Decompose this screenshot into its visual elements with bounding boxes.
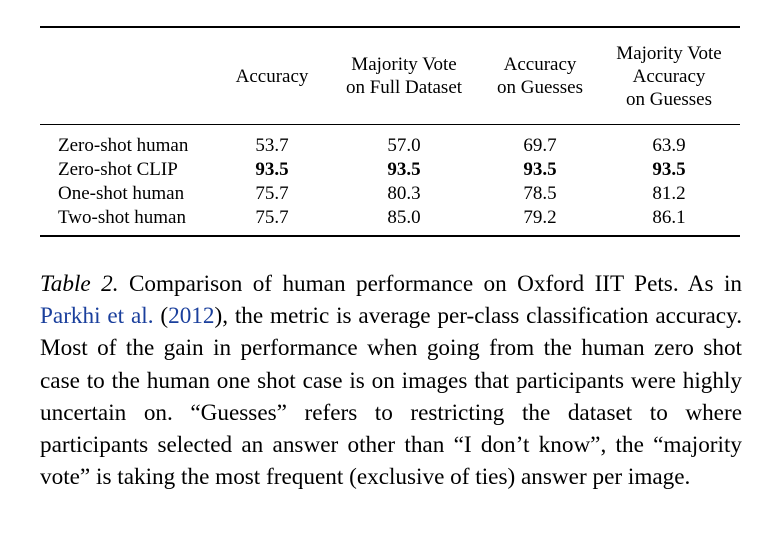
row-label: Two-shot human [58, 206, 186, 228]
header-cell-majority-vote-full: Majority Vote on Full Dataset [326, 27, 482, 125]
cell-value-bold: 93.5 [652, 158, 686, 180]
cell-value: 86.1 [652, 206, 686, 228]
header-majority-vote-full-dataset: Majority Vote on Full Dataset [345, 54, 463, 98]
cell-value: 63.9 [652, 134, 686, 156]
header-cell-accuracy-guesses: Accuracy on Guesses [482, 27, 598, 125]
header-cell-empty [40, 27, 218, 125]
cell-value: 53.7 [255, 134, 289, 156]
header-accuracy: Accuracy [235, 65, 309, 87]
table-header-row: Accuracy Majority Vote on Full Dataset A… [40, 27, 740, 125]
cell-value: 69.7 [523, 134, 557, 156]
cell-value: 79.2 [523, 206, 557, 228]
cell-value: 75.7 [255, 182, 289, 204]
table-body: Zero-shot human 53.7 57.0 69.7 63.9 Zero… [40, 124, 740, 236]
row-label: Zero-shot CLIP [58, 158, 178, 180]
cell-value: 78.5 [523, 182, 557, 204]
row-label: One-shot human [58, 182, 185, 204]
results-table: Accuracy Majority Vote on Full Dataset A… [40, 26, 740, 237]
citation-year-link[interactable]: 2012 [168, 303, 215, 330]
row-label: Zero-shot human [58, 134, 189, 156]
table-row: Zero-shot CLIP 93.5 93.5 93.5 93.5 [40, 157, 740, 181]
header-majority-vote-accuracy-on-guesses: Majority Vote Accuracy on Guesses [616, 42, 722, 110]
caption-label: Table 2. [40, 271, 119, 297]
caption-text-part2: , the metric is average per-class classi… [40, 303, 742, 491]
table-row: Two-shot human 75.7 85.0 79.2 86.1 [40, 205, 740, 236]
cell-value: 80.3 [387, 182, 421, 204]
cell-value: 57.0 [387, 134, 421, 156]
cell-value: 75.7 [255, 206, 289, 228]
cell-value-bold: 93.5 [255, 158, 289, 180]
cell-value-bold: 93.5 [523, 158, 557, 180]
header-accuracy-on-guesses: Accuracy on Guesses [496, 54, 584, 98]
table-caption: Table 2. Comparison of human performance… [40, 271, 742, 491]
header-cell-majority-vote-guesses: Majority Vote Accuracy on Guesses [598, 27, 740, 125]
results-table-container: Accuracy Majority Vote on Full Dataset A… [40, 26, 740, 237]
cell-value: 81.2 [652, 182, 686, 204]
table-row: Zero-shot human 53.7 57.0 69.7 63.9 [40, 125, 740, 158]
table-row: One-shot human 75.7 80.3 78.5 81.2 [40, 181, 740, 205]
cell-value-bold: 93.5 [387, 158, 421, 180]
caption-text-part1: Comparison of human performance on Oxfor… [118, 271, 742, 297]
citation-author-link[interactable]: Parkhi et al. [40, 303, 154, 330]
cell-value: 85.0 [387, 206, 421, 228]
header-cell-accuracy: Accuracy [218, 27, 326, 125]
